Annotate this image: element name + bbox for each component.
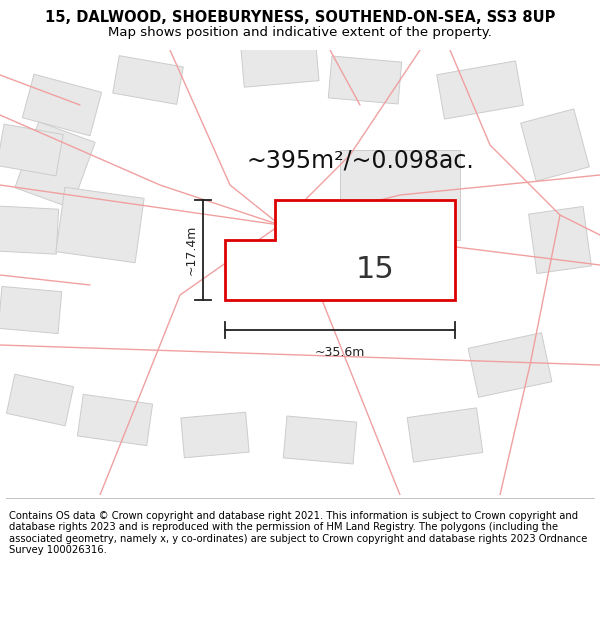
Polygon shape	[328, 56, 401, 104]
Text: ~17.4m: ~17.4m	[185, 225, 198, 275]
Polygon shape	[521, 109, 589, 181]
Text: 15, DALWOOD, SHOEBURYNESS, SOUTHEND-ON-SEA, SS3 8UP: 15, DALWOOD, SHOEBURYNESS, SOUTHEND-ON-S…	[45, 10, 555, 25]
Polygon shape	[7, 374, 74, 426]
Polygon shape	[468, 332, 552, 398]
Polygon shape	[0, 124, 63, 176]
Polygon shape	[181, 412, 249, 458]
Polygon shape	[113, 56, 184, 104]
Polygon shape	[241, 42, 319, 88]
Polygon shape	[0, 206, 59, 254]
Polygon shape	[22, 74, 101, 136]
Polygon shape	[340, 150, 460, 240]
Polygon shape	[529, 206, 592, 274]
Polygon shape	[56, 188, 144, 262]
Polygon shape	[15, 122, 95, 208]
Text: ~35.6m: ~35.6m	[315, 346, 365, 359]
Text: 15: 15	[356, 256, 394, 284]
Polygon shape	[437, 61, 523, 119]
Polygon shape	[225, 200, 455, 300]
Text: Map shows position and indicative extent of the property.: Map shows position and indicative extent…	[108, 26, 492, 39]
Polygon shape	[407, 408, 483, 462]
Text: ~395m²/~0.098ac.: ~395m²/~0.098ac.	[246, 148, 474, 172]
Polygon shape	[283, 416, 356, 464]
Text: Contains OS data © Crown copyright and database right 2021. This information is : Contains OS data © Crown copyright and d…	[9, 511, 587, 556]
Polygon shape	[77, 394, 152, 446]
Polygon shape	[0, 286, 62, 334]
